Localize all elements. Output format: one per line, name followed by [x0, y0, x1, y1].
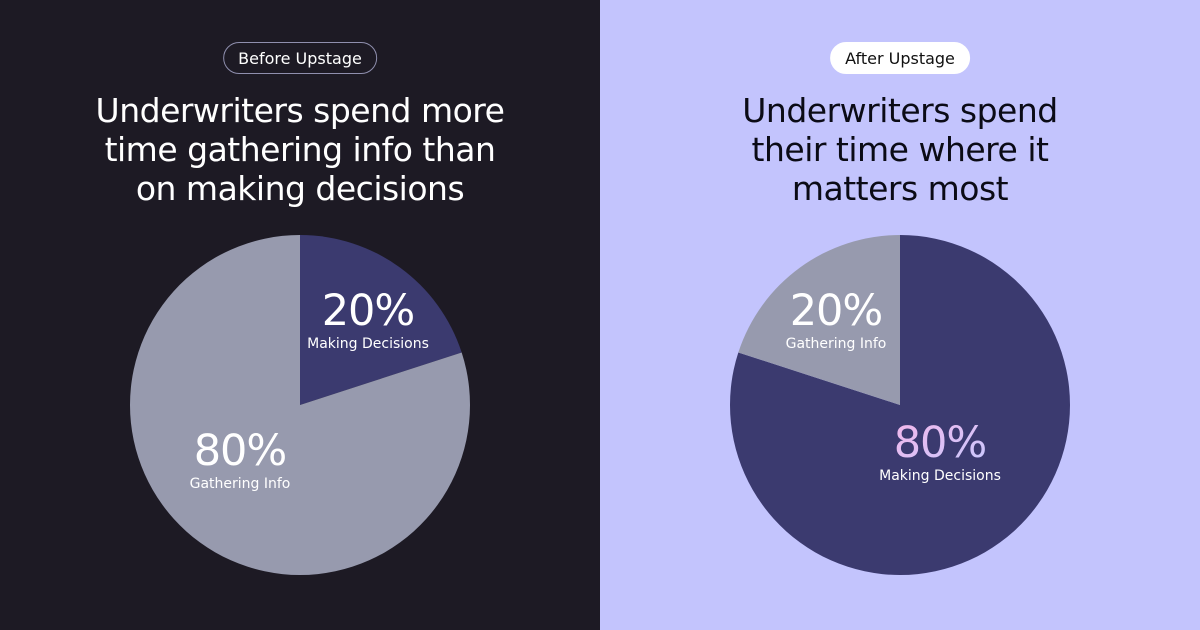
before-panel: Before Upstage Underwriters spend more t… — [0, 0, 600, 630]
before-headline-line: Underwriters spend more — [95, 91, 505, 130]
after-upstage-badge: After Upstage — [830, 42, 970, 74]
before-headline-line: on making decisions — [135, 169, 465, 208]
pie-slice-making-decisions — [730, 235, 1071, 575]
slice-category-label-making-decisions: Making Decisions — [879, 468, 1001, 484]
slice-value-label-gathering-info: 20% — [790, 286, 883, 336]
after-headline: Underwriters spend their time where it m… — [630, 91, 1170, 208]
pie-slice-making-decisions — [300, 235, 462, 405]
after-pie-chart: 80%Making Decisions 20%Gathering Info — [730, 235, 1071, 575]
before-headline-line: time gathering info than — [104, 130, 496, 169]
pie-slice-gathering-info — [738, 235, 900, 405]
after-headline-line: matters most — [791, 169, 1009, 208]
slice-category-label-making-decisions: Making Decisions — [307, 336, 429, 352]
pie-slice-gathering-info — [129, 235, 470, 575]
after-headline-line: Underwriters spend — [742, 91, 1058, 130]
after-panel: After Upstage Underwriters spend their t… — [600, 0, 1200, 630]
before-headline: Underwriters spend more time gathering i… — [30, 91, 570, 208]
before-upstage-badge: Before Upstage — [223, 42, 377, 74]
slice-value-label-making-decisions: 80% — [894, 418, 987, 468]
slice-category-label-gathering-info: Gathering Info — [786, 336, 887, 352]
slice-category-label-gathering-info: Gathering Info — [190, 476, 291, 492]
before-pie-chart: 20%Making Decisions 80%Gathering Info — [129, 235, 470, 575]
after-headline-line: their time where it — [751, 130, 1049, 169]
slice-value-label-gathering-info: 80% — [194, 426, 287, 476]
slice-value-label-making-decisions: 20% — [322, 286, 415, 336]
